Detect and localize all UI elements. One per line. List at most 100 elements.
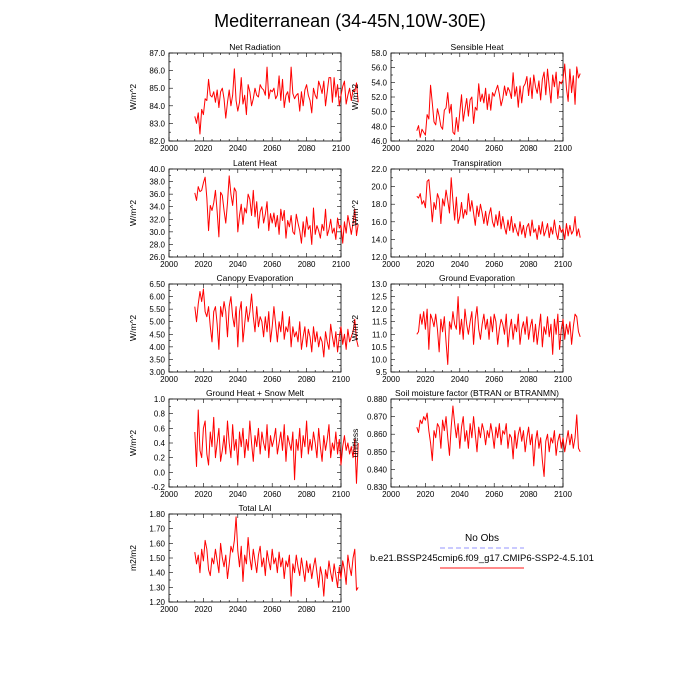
x-tick-label: 2080 (298, 144, 316, 153)
series-line (194, 409, 359, 484)
panel-grid: Net Radiation W/m^2 2000 2020 2040 2060 2080 21… (128, 42, 581, 614)
y-tick-label: 26.0 (149, 253, 165, 262)
x-tick-label: 2100 (332, 144, 350, 153)
panel-soil-moisture-factor-btran-or-btranmn: Soil moisture factor (BTRAN or BTRANMN) u… (350, 388, 581, 499)
y-tick-label: 1.20 (149, 598, 165, 607)
panel-latent-heat: Latent Heat W/m^2 2000 2020 2040 2060 2080 2100… (128, 158, 359, 269)
y-tick-label: 36.0 (149, 190, 165, 199)
y-axis-label: W/m^2 (128, 430, 138, 456)
y-tick-label: 1.40 (149, 569, 165, 578)
plot-frame (168, 52, 342, 142)
y-axis-label: unitless (350, 429, 360, 458)
x-tick-label: 2100 (332, 375, 350, 384)
series-line (194, 516, 359, 597)
legend: No Obs b.e21.BSSP245cmip6.f09_g17.CMIP6-… (370, 533, 594, 569)
y-tick-label: 50.0 (371, 108, 387, 117)
x-tick-label: 2100 (554, 260, 572, 269)
x-tick-label: 2100 (554, 375, 572, 384)
panel-transpiration: Transpiration W/m^2 2000 2020 2040 2060 2080 21… (350, 158, 581, 269)
y-tick-label: 18.0 (371, 200, 387, 209)
x-tick-label: 2020 (417, 260, 435, 269)
plot-frame (390, 398, 564, 488)
x-tick-label: 2040 (229, 260, 247, 269)
y-tick-label: 83.0 (149, 119, 165, 128)
x-tick-label: 2020 (195, 375, 213, 384)
panel-title: Transpiration (452, 158, 502, 168)
x-tick-label: 2000 (160, 260, 178, 269)
y-tick-label: 14.0 (371, 235, 387, 244)
y-tick-label: 40.0 (149, 165, 165, 174)
series-line (194, 288, 359, 358)
panel-title: Soil moisture factor (BTRAN or BTRANMN) (395, 388, 559, 398)
y-tick-label: -0.2 (151, 483, 165, 492)
x-tick-label: 2020 (195, 260, 213, 269)
y-tick-label: 10.5 (371, 343, 387, 352)
x-tick-label: 2040 (229, 144, 247, 153)
y-tick-label: 84.0 (149, 102, 165, 111)
x-tick-label: 2060 (485, 144, 503, 153)
y-tick-label: 1.60 (149, 539, 165, 548)
y-tick-label: 22.0 (371, 165, 387, 174)
series-line (194, 175, 359, 245)
panel-title: Total LAI (238, 503, 271, 513)
x-tick-label: 2000 (382, 144, 400, 153)
y-tick-label: 9.5 (376, 368, 388, 377)
x-tick-label: 2000 (160, 605, 178, 614)
panel-title: Ground Evaporation (439, 273, 515, 283)
y-tick-label: 0.2 (154, 454, 166, 463)
y-tick-label: 34.0 (149, 203, 165, 212)
x-tick-label: 2040 (229, 605, 247, 614)
plot-frame (390, 168, 564, 258)
y-axis-label: W/m^2 (350, 200, 360, 226)
x-tick-label: 2000 (160, 490, 178, 499)
plot-frame (390, 52, 564, 142)
panel-ground-evaporation: Ground Evaporation W/m^2 2000 2020 2040 2060 2… (350, 273, 581, 384)
x-tick-label: 2020 (195, 490, 213, 499)
y-tick-label: 86.0 (149, 67, 165, 76)
y-tick-label: 10.0 (371, 355, 387, 364)
plot-frame (390, 283, 564, 373)
x-tick-label: 2080 (298, 490, 316, 499)
x-tick-label: 2100 (332, 605, 350, 614)
x-tick-label: 2060 (263, 605, 281, 614)
x-tick-label: 2020 (195, 605, 213, 614)
y-tick-label: 5.00 (149, 318, 165, 327)
panel-total-lai: Total LAI m2/m2 2000 2020 2040 2060 2080 2100 1.… (128, 503, 359, 614)
y-tick-label: 1.80 (149, 510, 165, 519)
series-line (194, 66, 359, 135)
series-line (416, 63, 581, 138)
y-axis-label: W/m^2 (128, 315, 138, 341)
x-tick-label: 2080 (520, 490, 538, 499)
y-tick-label: 11.5 (372, 318, 388, 327)
y-tick-label: 56.0 (371, 64, 387, 73)
x-tick-label: 2040 (451, 375, 469, 384)
figure-title: Mediterranean (34-45N,10W-30E) (214, 11, 486, 31)
y-tick-label: 0.870 (367, 413, 388, 422)
x-tick-label: 2040 (451, 144, 469, 153)
y-tick-label: 1.70 (149, 525, 165, 534)
x-tick-label: 2100 (554, 490, 572, 499)
x-tick-label: 2080 (298, 375, 316, 384)
y-tick-label: 1.50 (149, 554, 165, 563)
x-tick-label: 2060 (485, 490, 503, 499)
y-tick-label: 4.50 (149, 330, 165, 339)
y-tick-label: 0.8 (154, 410, 166, 419)
y-tick-label: 46.0 (371, 137, 387, 146)
x-tick-label: 2020 (417, 490, 435, 499)
y-tick-label: 5.50 (149, 305, 165, 314)
y-tick-label: 20.0 (371, 183, 387, 192)
x-tick-label: 2040 (229, 490, 247, 499)
y-tick-label: 58.0 (371, 49, 387, 58)
y-tick-label: 12.0 (371, 253, 387, 262)
x-tick-label: 2060 (263, 375, 281, 384)
y-tick-label: 3.50 (149, 355, 165, 364)
panel-title: Ground Heat + Snow Melt (206, 388, 305, 398)
x-tick-label: 2080 (298, 260, 316, 269)
x-tick-label: 2060 (263, 144, 281, 153)
y-tick-label: 13.0 (371, 280, 387, 289)
x-tick-label: 2000 (382, 260, 400, 269)
panel-title: Canopy Evaporation (216, 273, 293, 283)
legend-label-model-run: b.e21.BSSP245cmip6.f09_g17.CMIP6-SSP2-4.… (370, 553, 594, 564)
y-tick-label: 0.6 (154, 424, 166, 433)
